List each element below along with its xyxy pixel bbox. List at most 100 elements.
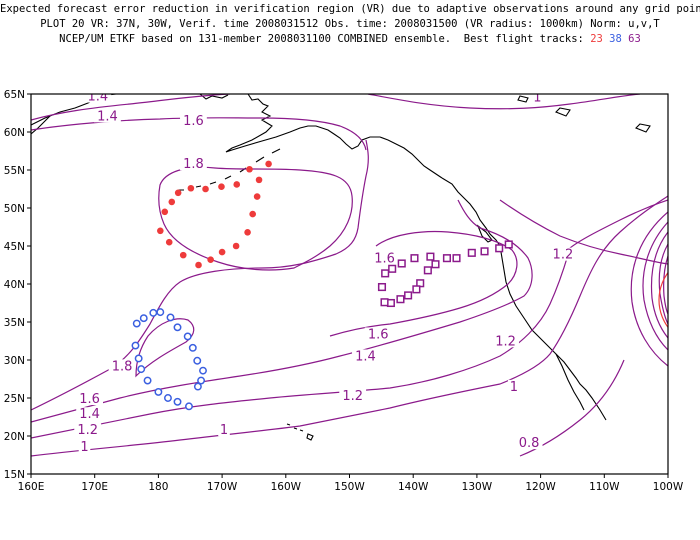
y-tick-label: 55N — [4, 165, 25, 177]
track-23-point — [246, 165, 253, 173]
map-title-line-3: NCEP/UM ETKF based on 131-member 2008031… — [0, 32, 700, 46]
track-23-point — [249, 210, 256, 218]
y-tick-label: 20N — [4, 431, 25, 443]
us-west-coastline — [499, 245, 607, 421]
x-tick-label: 140W — [398, 481, 429, 493]
track-id-label-1: 23 — [590, 33, 603, 45]
track-23-point — [157, 227, 164, 235]
track-63-point — [426, 252, 435, 261]
track-23-point — [207, 256, 214, 263]
contour-label-bg — [549, 247, 577, 261]
contour-label-bg — [531, 94, 544, 104]
contour-label: 1 — [510, 380, 518, 395]
contour-label: 1.2 — [553, 248, 574, 263]
x-tick-label: 170E — [81, 481, 108, 493]
map-plot-area: 1.41.4 1.61.811.21.61.61.41.21.2110.81.81… — [31, 90, 668, 457]
contour-label: 1 — [80, 440, 88, 455]
siberia-coastline — [31, 115, 51, 135]
contour-label: 1.6 — [368, 327, 389, 342]
track-23-point — [168, 198, 176, 206]
contour-ring-5 — [663, 255, 668, 315]
track-id-label-2: 38 — [609, 33, 622, 45]
contour-label-bg — [339, 389, 367, 402]
contour-1-north-east — [367, 94, 641, 110]
vancouver-island — [476, 224, 493, 243]
contour-label: 1.4 — [79, 407, 100, 422]
x-tick-label: 100W — [653, 481, 684, 493]
x-tick-label: 180 — [148, 481, 168, 493]
track-63-point — [397, 259, 406, 268]
verification-region-circle — [658, 271, 668, 329]
track-23-point — [255, 176, 263, 184]
track-63-point — [381, 269, 390, 278]
x-tick-label: 170W — [207, 481, 238, 493]
track-23-point — [195, 261, 202, 269]
y-tick-label: 65N — [4, 89, 25, 101]
track-63-point — [431, 260, 440, 269]
map-title-line-2: PLOT 20 VR: 37N, 30W, Verif. time 200803… — [40, 18, 660, 30]
chukotka-coastline — [199, 94, 229, 100]
track-38-point — [156, 308, 165, 317]
contour-label: 1.8 — [112, 359, 133, 374]
y-tick-label: 60N — [4, 127, 25, 139]
track-63-point — [377, 282, 387, 292]
hawaii-islands — [286, 423, 314, 441]
contour-label: 1.2 — [77, 423, 98, 438]
contour-ring-4 — [658, 243, 668, 325]
y-tick-label: 50N — [4, 203, 25, 215]
x-tick-label: 130W — [462, 481, 493, 493]
x-tick-label: 120W — [525, 481, 556, 493]
track-38-point — [188, 343, 197, 352]
y-tick-label: 30N — [4, 355, 25, 367]
track-23-point — [218, 248, 226, 256]
track-63-point — [412, 285, 421, 294]
track-63-point — [423, 266, 432, 275]
track-23-point — [165, 238, 173, 246]
track-63-point — [504, 240, 513, 249]
alaska-coastline — [225, 94, 443, 179]
contour-label: 1.2 — [495, 334, 516, 349]
map-title-line-1: Expected forecast error reduction in ver… — [0, 3, 700, 15]
track-23-point — [265, 160, 272, 168]
contour-label: 1.6 — [374, 251, 395, 266]
y-tick-label: 40N — [4, 279, 25, 291]
contour-label: 1.4 — [88, 90, 109, 105]
track-63-point — [388, 264, 397, 273]
contour-label-bg — [218, 423, 230, 437]
map-axes: 160E 170E 180 170W 160W 150W 140W 130W 120W 110W 1… — [4, 89, 684, 493]
baja-california — [555, 353, 585, 411]
track-38-point — [149, 308, 158, 317]
contour-label-bg — [84, 94, 112, 103]
track-38-point — [131, 341, 140, 350]
contour-label-bg — [78, 439, 91, 453]
track-38-point — [134, 354, 143, 363]
x-tick-label: 150W — [334, 481, 365, 493]
track-63-point — [380, 298, 389, 307]
flight-track-38 — [131, 308, 207, 411]
contour-label-bg — [180, 113, 207, 127]
track-38-point — [197, 376, 206, 385]
contour-label: 1.4 — [355, 349, 376, 364]
track-23-point — [244, 229, 251, 236]
track-63-point — [467, 248, 476, 257]
contour-label-bg — [74, 423, 102, 437]
track-id-label-3: 63 — [628, 33, 641, 45]
flight-tracks — [131, 160, 513, 411]
contour-1-6-east-loop — [329, 230, 518, 337]
x-tick-label: 110W — [589, 481, 620, 493]
track-38-point — [137, 365, 146, 374]
contour-label-bg — [94, 109, 121, 123]
track-63-point — [480, 247, 489, 256]
contour-ring-3 — [650, 231, 668, 339]
y-tick-label: 15N — [4, 469, 25, 481]
contour-label-bg — [108, 359, 136, 373]
map-frame — [30, 93, 669, 475]
track-23-point — [174, 189, 182, 197]
track-38-point — [132, 319, 141, 328]
contour-ring-1 — [630, 211, 668, 367]
track-38-point — [193, 382, 202, 391]
track-38-point — [183, 332, 192, 341]
contour-label-bg — [515, 436, 543, 450]
flight-track-63 — [377, 240, 513, 308]
x-tick-label: 160W — [271, 481, 302, 493]
